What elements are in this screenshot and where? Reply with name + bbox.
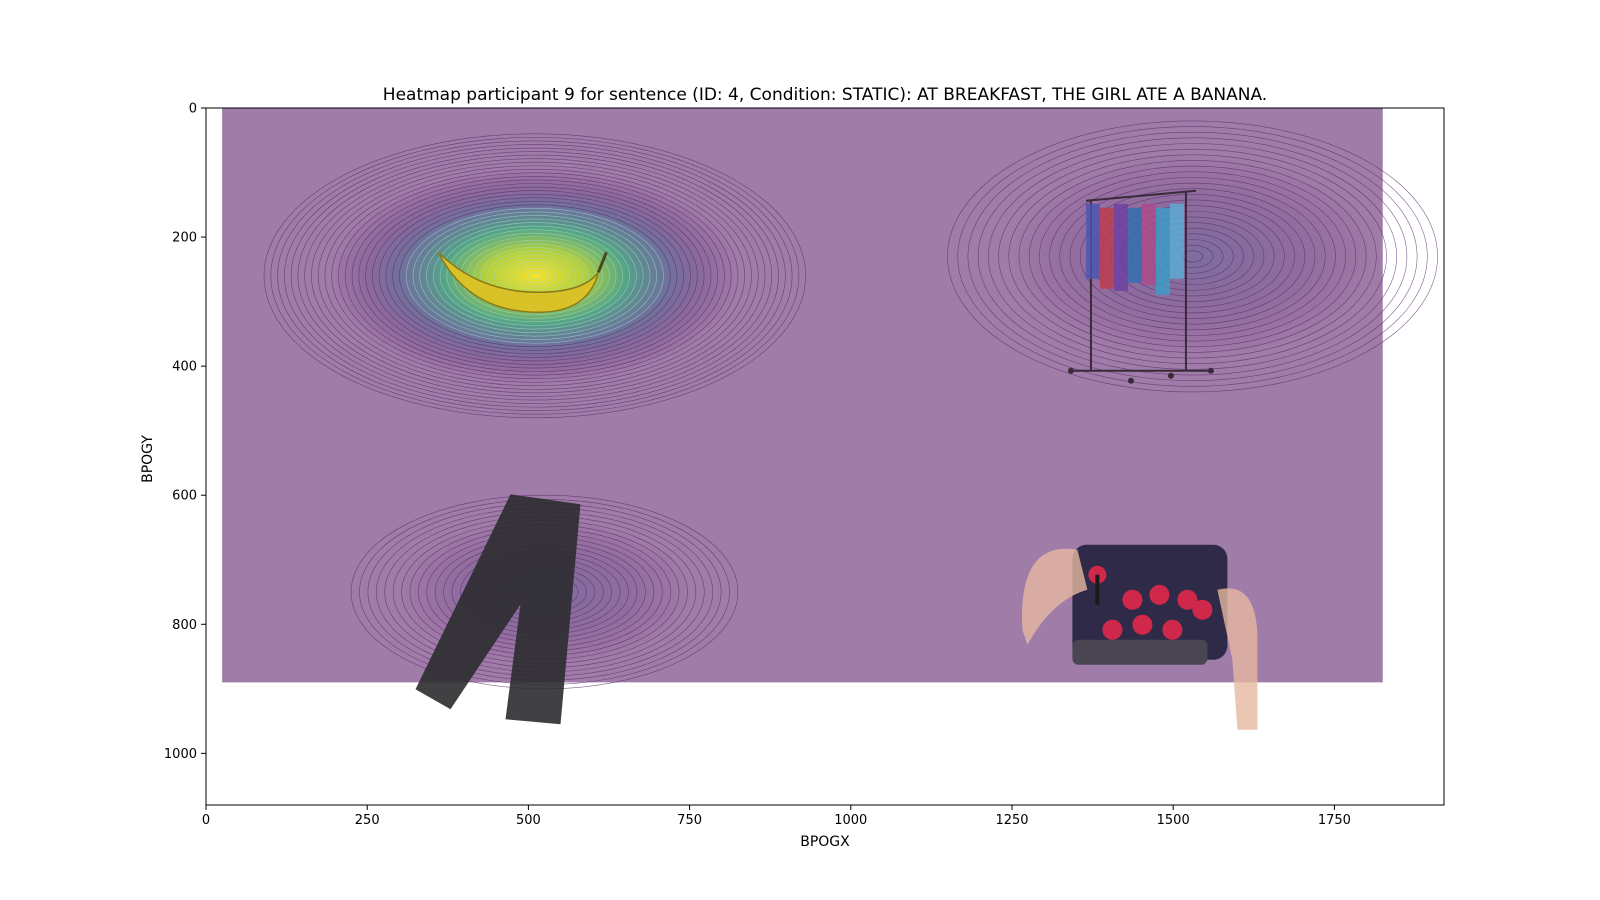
contour-line: [1049, 177, 1336, 336]
x-tick-label: 0: [202, 813, 210, 828]
contour-line: [426, 218, 644, 333]
contour-line: [1069, 188, 1316, 325]
contour-line: [405, 208, 664, 344]
contour-line: [439, 225, 630, 326]
x-tick-label: 1500: [1157, 813, 1190, 828]
contour-line: [419, 215, 651, 337]
contour-line: [304, 154, 766, 397]
contour-line: [527, 271, 542, 280]
contour-line: [338, 172, 732, 380]
contour-line: [385, 197, 685, 355]
banana-stimulus: [437, 251, 608, 314]
contour-line: [988, 143, 1398, 370]
contour-line: [1008, 154, 1377, 359]
contour-line: [1039, 171, 1346, 342]
contour-line: [317, 161, 752, 390]
contour-line: [1018, 160, 1367, 353]
contour-line: [998, 148, 1387, 365]
chart-title: Heatmap participant 9 for sentence (ID: …: [383, 85, 1267, 105]
arcade-joystick-stimulus: [1022, 544, 1258, 730]
contour-line: [399, 204, 671, 348]
contour-line: [351, 179, 718, 372]
y-tick-label: 800: [172, 618, 197, 633]
y-tick-label: 400: [172, 360, 197, 375]
contour-line: [284, 144, 786, 408]
x-tick-label: 1750: [1318, 813, 1351, 828]
trousers-stimulus: [415, 494, 581, 725]
contour-line: [270, 137, 800, 415]
contour-line: [290, 147, 779, 404]
contour-line: [324, 165, 746, 387]
x-tick-label: 1250: [995, 813, 1028, 828]
x-tick-label: 250: [355, 813, 380, 828]
x-tick-label: 500: [516, 813, 541, 828]
x-tick-label: 750: [677, 813, 702, 828]
y-tick-label: 600: [172, 489, 197, 504]
contour-line: [378, 193, 691, 358]
contour-line: [263, 133, 806, 419]
clothes-rack-stimulus: [1067, 189, 1214, 384]
x-tick-label: 1000: [834, 813, 867, 828]
y-axis-label: BPOGY: [140, 435, 156, 483]
contour-line: [412, 211, 658, 340]
contour-line: [957, 126, 1428, 387]
contour-line: [432, 222, 637, 330]
contour-line: [1059, 182, 1326, 331]
contour-line: [365, 186, 705, 365]
contour-line: [967, 131, 1418, 381]
contour-line: [507, 261, 563, 291]
contour-line: [392, 200, 678, 351]
contour-line: [446, 229, 624, 323]
density-cluster: [947, 120, 1438, 393]
contour-line: [297, 151, 773, 401]
contour-line: [1079, 194, 1306, 319]
y-tick-label: 0: [189, 102, 197, 117]
contour-line: [947, 120, 1438, 393]
contour-line: [372, 190, 698, 362]
contour-line: [331, 169, 739, 383]
contour-line: [1028, 165, 1357, 348]
contour-line: [277, 140, 793, 411]
contour-line: [514, 264, 556, 287]
x-axis-label: BPOGX: [800, 834, 850, 850]
y-tick-label: 200: [172, 231, 197, 246]
contour-line: [521, 268, 549, 284]
y-tick-label: 1000: [164, 747, 197, 762]
contour-line: [311, 158, 759, 394]
contour-line: [977, 137, 1408, 376]
contour-line: [358, 183, 712, 369]
contour-line: [344, 176, 725, 376]
plot-frame: [205, 107, 1445, 806]
